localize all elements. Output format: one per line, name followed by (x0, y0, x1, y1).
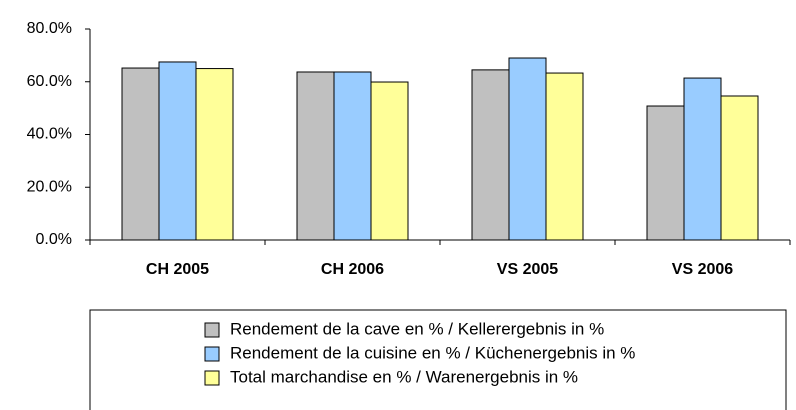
y-tick-label: 60.0% (27, 73, 72, 90)
legend-label: Rendement de la cuisine en % / Küchenerg… (230, 343, 635, 362)
bar (333, 71, 372, 241)
x-tick-label: VS 2006 (672, 261, 733, 278)
bar (158, 61, 197, 241)
legend-swatch (204, 346, 220, 362)
y-tick-label: 0.0% (36, 231, 72, 248)
x-tick-label: CH 2006 (321, 261, 384, 278)
legend-swatch (204, 370, 220, 386)
y-tick-label: 40.0% (27, 126, 72, 143)
bar (646, 105, 685, 241)
y-tick-label: 20.0% (27, 178, 72, 195)
x-tick-label: CH 2005 (146, 261, 209, 278)
bar (471, 69, 510, 241)
y-tick-label: 80.0% (27, 20, 72, 37)
bar (508, 57, 547, 241)
legend-label: Total marchandise en % / Warenergebnis i… (230, 367, 578, 386)
legend-swatch (204, 322, 220, 338)
x-tick-label: VS 2005 (497, 261, 558, 278)
bar (296, 71, 335, 241)
bar (683, 77, 722, 241)
bar (370, 81, 409, 241)
bar (720, 95, 759, 241)
legend-label: Rendement de la cave en % / Kellerergebn… (230, 319, 604, 338)
bar (545, 72, 584, 241)
bar (121, 67, 160, 241)
bar (195, 68, 234, 241)
